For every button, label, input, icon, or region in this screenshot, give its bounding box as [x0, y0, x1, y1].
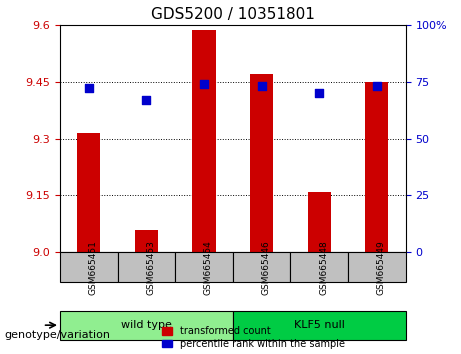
Text: GSM665454: GSM665454 — [204, 240, 213, 295]
Point — [142, 97, 150, 103]
Legend: transformed count, percentile rank within the sample: transformed count, percentile rank withi… — [162, 326, 345, 349]
Text: genotype/variation: genotype/variation — [5, 330, 111, 339]
Text: wild type: wild type — [121, 320, 172, 330]
Bar — [77, 133, 100, 252]
FancyBboxPatch shape — [118, 252, 175, 282]
Text: GSM665449: GSM665449 — [377, 240, 386, 295]
Bar — [250, 74, 273, 252]
Text: GSM665451: GSM665451 — [89, 240, 98, 295]
FancyBboxPatch shape — [233, 252, 290, 282]
Text: GSM665446: GSM665446 — [262, 240, 271, 295]
FancyBboxPatch shape — [60, 310, 233, 340]
Text: KLF5 null: KLF5 null — [294, 320, 345, 330]
FancyBboxPatch shape — [175, 252, 233, 282]
Bar — [308, 192, 331, 252]
FancyBboxPatch shape — [233, 310, 406, 340]
Text: GSM665448: GSM665448 — [319, 240, 328, 295]
Bar — [365, 82, 388, 252]
Bar — [193, 30, 216, 252]
Point — [315, 90, 323, 96]
Point — [258, 84, 266, 89]
Title: GDS5200 / 10351801: GDS5200 / 10351801 — [151, 7, 315, 22]
Point — [200, 81, 207, 87]
FancyBboxPatch shape — [348, 252, 406, 282]
Bar — [135, 230, 158, 252]
Point — [373, 84, 381, 89]
FancyBboxPatch shape — [60, 252, 118, 282]
Text: GSM665453: GSM665453 — [146, 240, 155, 295]
FancyBboxPatch shape — [290, 252, 348, 282]
Point — [85, 86, 92, 91]
